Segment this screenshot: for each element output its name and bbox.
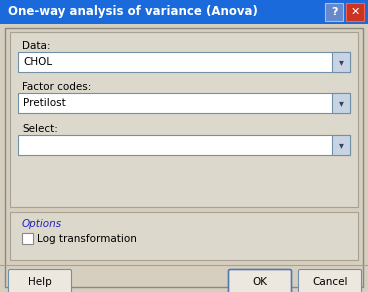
Text: Data:: Data:: [22, 41, 50, 51]
Text: Cancel: Cancel: [312, 277, 348, 287]
Bar: [18, 135, 350, 155]
Bar: [325, 3, 343, 21]
Text: CHOL: CHOL: [23, 57, 52, 67]
Text: ▾: ▾: [339, 140, 343, 150]
FancyBboxPatch shape: [298, 270, 361, 292]
Bar: [332, 135, 350, 155]
Bar: [332, 93, 350, 113]
Bar: [346, 3, 364, 21]
FancyBboxPatch shape: [229, 270, 291, 292]
Text: One-way analysis of variance (Anova): One-way analysis of variance (Anova): [8, 6, 258, 18]
Text: Log transformation: Log transformation: [37, 234, 137, 244]
Text: Options: Options: [22, 219, 62, 229]
Text: Pretilost: Pretilost: [23, 98, 66, 108]
Text: Factor codes:: Factor codes:: [22, 82, 91, 92]
Text: Help: Help: [28, 277, 52, 287]
Text: ▾: ▾: [339, 98, 343, 108]
Bar: [10, 32, 358, 207]
Bar: [5, 28, 363, 287]
Bar: [22, 233, 33, 244]
Bar: [18, 52, 350, 72]
Text: OK: OK: [252, 277, 268, 287]
Text: ?: ?: [331, 7, 337, 17]
Bar: [18, 93, 350, 113]
Bar: [10, 212, 358, 260]
Bar: [332, 52, 350, 72]
Text: ✕: ✕: [350, 7, 360, 17]
Bar: [0, 0, 368, 24]
Text: Select:: Select:: [22, 124, 58, 134]
Text: ▾: ▾: [339, 57, 343, 67]
FancyBboxPatch shape: [8, 270, 71, 292]
